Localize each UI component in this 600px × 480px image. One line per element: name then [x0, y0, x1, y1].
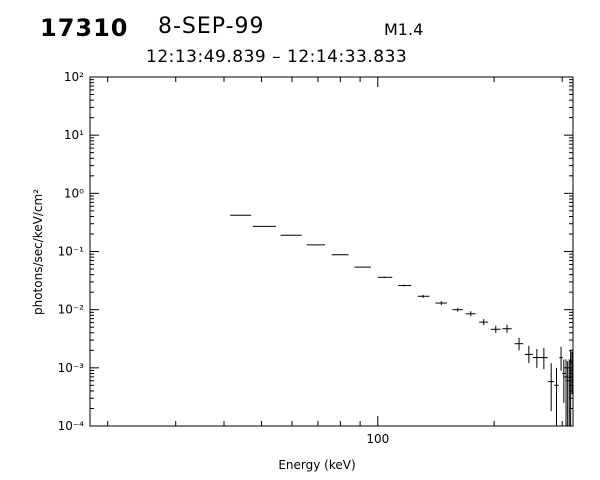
x-tick-label: 100 [366, 432, 389, 446]
data-point [548, 363, 555, 412]
data-point [398, 284, 412, 287]
flare-class: M1.4 [384, 20, 424, 39]
y-tick-label: 10² [64, 70, 84, 84]
x-axis-label: Energy (keV) [278, 458, 355, 472]
y-tick-label: 10⁻² [58, 303, 85, 317]
y-tick-label: 10⁻¹ [58, 245, 85, 259]
plot-frame [89, 76, 574, 427]
x-tick-labels: 100 [366, 432, 389, 446]
data-point [562, 359, 566, 403]
data-point [564, 359, 568, 426]
y-tick-labels: 10⁻⁴ 10⁻³ 10⁻² 10⁻¹ 10⁰ 10¹ 10² [58, 70, 85, 433]
data-point [452, 307, 463, 312]
event-id: 17310 [40, 14, 129, 42]
data-point [569, 350, 572, 426]
y-tick-label: 10⁰ [64, 186, 84, 200]
data-point [554, 367, 559, 426]
data-point [524, 345, 533, 364]
y-axis-label: photons/sec/keV/cm² [31, 189, 45, 315]
data-point [559, 346, 563, 371]
data-point [465, 311, 476, 317]
data-point [514, 337, 524, 351]
y-tick-label: 10¹ [64, 128, 84, 142]
data-point [532, 349, 541, 368]
data-point [568, 359, 571, 426]
time-range: 12:13:49.839 – 12:14:33.833 [146, 47, 408, 67]
y-tick-label: 10⁻⁴ [58, 419, 85, 433]
data-point [502, 324, 512, 333]
axis-ticks [90, 76, 573, 427]
data-point [417, 294, 430, 298]
data-point [540, 347, 548, 370]
plot-axes [89, 76, 574, 427]
data-points [230, 214, 573, 426]
data-point [377, 276, 393, 279]
event-date: 8-SEP-99 [158, 14, 265, 39]
y-tick-label: 10⁻³ [58, 361, 85, 375]
data-point [566, 361, 570, 426]
data-point [571, 351, 573, 395]
data-point [479, 319, 489, 326]
data-point [435, 301, 447, 306]
data-point [490, 325, 501, 333]
